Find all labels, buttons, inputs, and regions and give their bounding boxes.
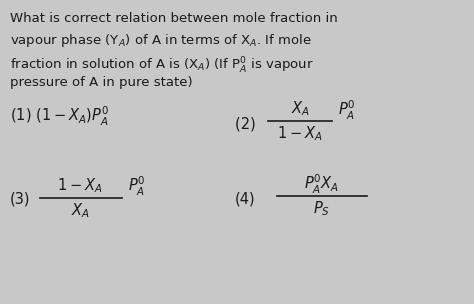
Text: What is correct relation between mole fraction in: What is correct relation between mole fr… — [10, 12, 338, 25]
Text: $P_A^0 X_A$: $P_A^0 X_A$ — [304, 172, 340, 195]
Text: $P_A^0$: $P_A^0$ — [338, 98, 356, 122]
Text: (2): (2) — [235, 116, 260, 132]
Text: pressure of A in pure state): pressure of A in pure state) — [10, 76, 192, 89]
Text: $1-X_A$: $1-X_A$ — [277, 125, 323, 143]
Text: $X_A$: $X_A$ — [71, 202, 90, 220]
Text: (1) $(1-X_A)P_A^0$: (1) $(1-X_A)P_A^0$ — [10, 104, 109, 128]
Text: $P_S$: $P_S$ — [313, 200, 330, 218]
Text: (3): (3) — [10, 192, 30, 206]
Text: $X_A$: $X_A$ — [291, 100, 310, 118]
Text: $1-X_A$: $1-X_A$ — [57, 177, 103, 195]
Text: vapour phase (Y$_A$) of A in terms of X$_A$. If mole: vapour phase (Y$_A$) of A in terms of X$… — [10, 32, 312, 49]
Text: fraction in solution of A is (X$_A$) (If P$_A^0$ is vapour: fraction in solution of A is (X$_A$) (If… — [10, 56, 314, 76]
Text: $P_A^0$: $P_A^0$ — [128, 174, 146, 198]
Text: (4): (4) — [235, 192, 255, 206]
